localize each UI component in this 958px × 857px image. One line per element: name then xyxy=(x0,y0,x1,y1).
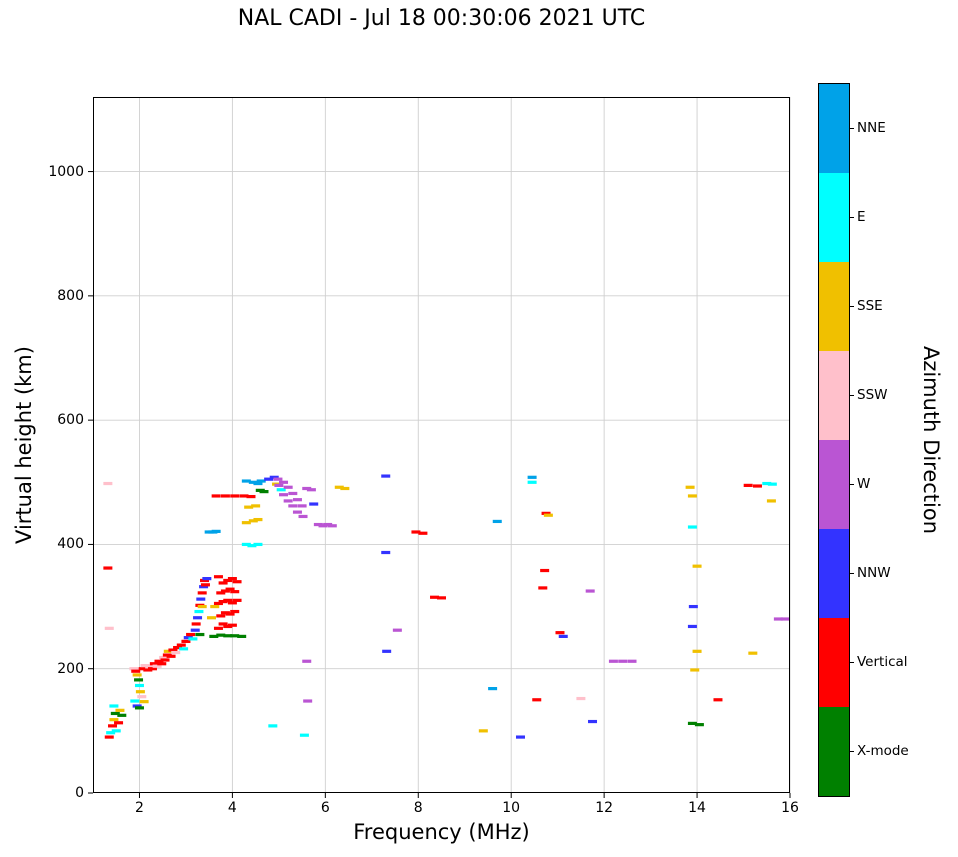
colorbar-label-NNE: NNE xyxy=(857,119,886,136)
x-tick-label: 14 xyxy=(688,800,706,816)
colorbar-label-SSW: SSW xyxy=(857,386,888,403)
colorbar-segment-SSW xyxy=(819,351,849,440)
plot-canvas xyxy=(88,97,791,798)
colorbar-label-X: X-mode xyxy=(857,742,909,759)
chart-title: NAL CADI - Jul 18 00:30:06 2021 UTC xyxy=(237,6,646,31)
colorbar-tick xyxy=(850,305,854,307)
colorbar-segment-NNE xyxy=(819,84,849,173)
y-tick-label: 0 xyxy=(75,785,84,801)
colorbar-tick xyxy=(850,216,854,218)
colorbar-segment-W xyxy=(819,440,849,529)
colorbar-title: Azimuth Direction xyxy=(919,345,943,535)
x-tick-label: 4 xyxy=(227,800,237,816)
colorbar-label-E: E xyxy=(857,208,866,225)
colorbar-tick xyxy=(850,394,854,396)
y-tick-label: 1000 xyxy=(48,163,84,180)
colorbar-label-SSE: SSE xyxy=(857,297,883,314)
colorbar-segment-V xyxy=(819,618,849,707)
colorbar-tick xyxy=(850,127,854,129)
colorbar-tick xyxy=(850,750,854,752)
y-tick-label: 200 xyxy=(57,660,84,677)
colorbar-segment-X xyxy=(819,707,849,796)
axis-ticks xyxy=(88,171,791,798)
plot-border xyxy=(93,97,790,793)
colorbar-segment-SSE xyxy=(819,262,849,351)
x-tick-label: 12 xyxy=(595,800,614,816)
colorbar-label-W: W xyxy=(857,475,871,492)
scatter-points xyxy=(103,474,790,739)
x-tick-label: 8 xyxy=(413,800,423,816)
colorbar-segment-E xyxy=(819,173,849,262)
x-axis-label: Frequency (MHz) xyxy=(353,820,530,844)
x-tick-label: 16 xyxy=(781,800,799,816)
colorbar-label-V: Vertical xyxy=(857,653,908,670)
colorbar-tick xyxy=(850,661,854,663)
x-tick-label: 2 xyxy=(134,800,144,816)
colorbar-tick xyxy=(850,572,854,574)
grid-lines xyxy=(93,97,791,793)
colorbar xyxy=(818,83,850,797)
x-tick-label: 6 xyxy=(320,800,330,816)
y-tick-label: 600 xyxy=(57,412,84,429)
y-axis-label: Virtual height (km) xyxy=(12,346,36,544)
colorbar-segment-NNW xyxy=(819,529,849,618)
x-tick-label: 10 xyxy=(502,800,521,816)
y-tick-label: 800 xyxy=(57,287,84,304)
colorbar-tick xyxy=(850,483,854,485)
y-tick-label: 400 xyxy=(57,536,84,553)
colorbar-label-NNW: NNW xyxy=(857,564,891,581)
